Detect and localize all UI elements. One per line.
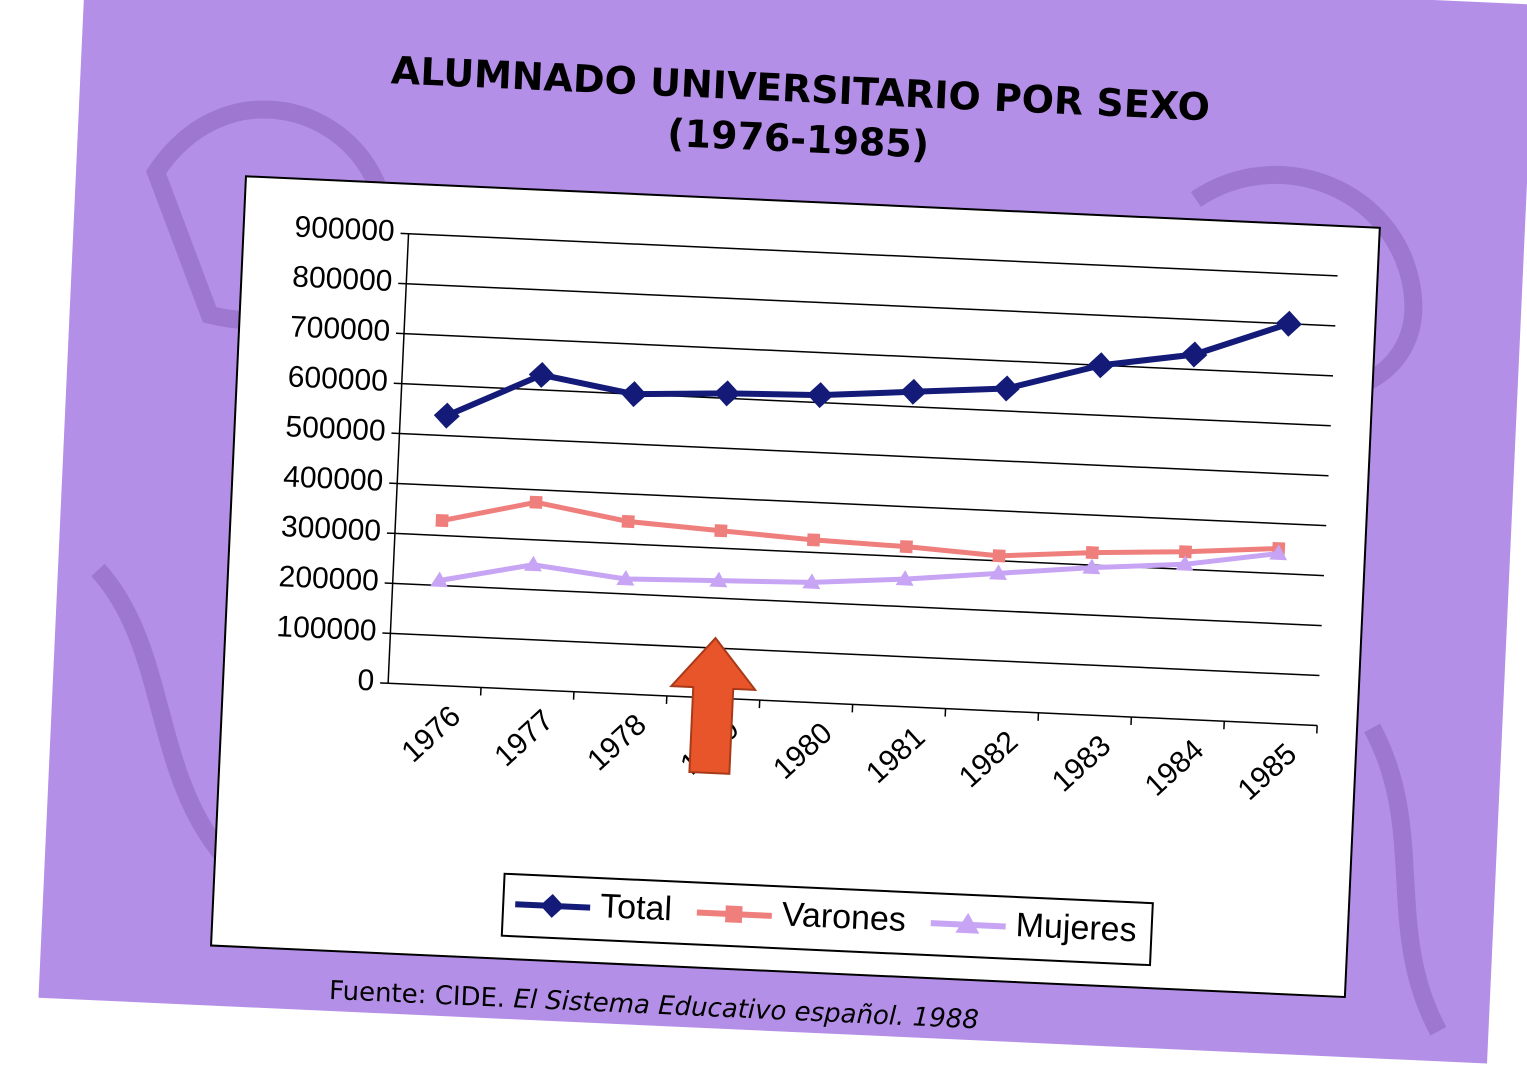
legend-label: Mujeres bbox=[1015, 906, 1138, 949]
y-tick-label: 900000 bbox=[294, 211, 396, 249]
marker bbox=[900, 540, 913, 553]
page: ALUMNADO UNIVERSITARIO POR SEXO (1976-19… bbox=[0, 0, 1527, 1075]
marker bbox=[529, 496, 542, 509]
y-tick-label: 200000 bbox=[278, 560, 380, 598]
chart-frame bbox=[211, 176, 1380, 997]
marker bbox=[807, 533, 820, 546]
y-tick-label: 500000 bbox=[285, 410, 387, 448]
legend-label: Total bbox=[599, 887, 672, 928]
marker bbox=[714, 524, 727, 537]
marker bbox=[992, 549, 1005, 562]
marker bbox=[725, 905, 743, 923]
y-tick-label: 100000 bbox=[276, 610, 378, 648]
y-tick-label: 800000 bbox=[292, 260, 394, 298]
marker bbox=[435, 514, 448, 527]
y-tick-label: 300000 bbox=[280, 510, 382, 548]
legend-label: Varones bbox=[781, 895, 907, 939]
marker bbox=[622, 515, 635, 528]
y-tick-label: 700000 bbox=[289, 310, 391, 348]
y-tick-label: 0 bbox=[357, 664, 375, 698]
y-tick-label: 600000 bbox=[287, 360, 389, 398]
slide: ALUMNADO UNIVERSITARIO POR SEXO (1976-19… bbox=[38, 0, 1527, 1064]
marker bbox=[1086, 546, 1099, 559]
y-tick-label: 400000 bbox=[283, 460, 385, 498]
